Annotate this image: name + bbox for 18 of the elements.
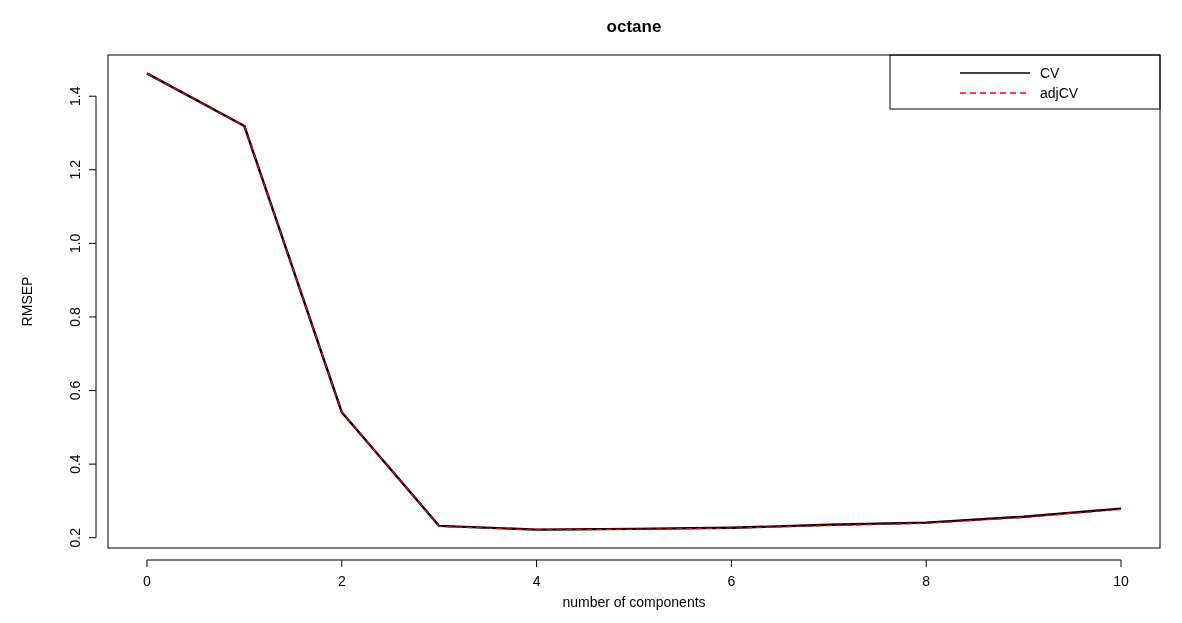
x-tick-label: 6 bbox=[727, 573, 736, 589]
y-tick-label: 1.0 bbox=[67, 233, 83, 254]
y-tick-label: 0.6 bbox=[67, 380, 83, 401]
x-axis-title: number of components bbox=[562, 594, 706, 610]
x-tick-label: 8 bbox=[922, 573, 931, 589]
y-tick-label: 1.4 bbox=[67, 86, 83, 106]
y-tick-label: 0.2 bbox=[67, 527, 83, 548]
legend-label: CV bbox=[1040, 65, 1061, 81]
y-axis-title: RMSEP bbox=[19, 276, 35, 327]
x-tick-label: 10 bbox=[1113, 573, 1130, 589]
y-tick-label: 0.4 bbox=[67, 454, 83, 474]
y-tick-label: 0.8 bbox=[67, 307, 83, 327]
x-tick-label: 0 bbox=[143, 573, 152, 589]
y-tick-label: 1.2 bbox=[67, 159, 83, 180]
chart-title: octane bbox=[606, 17, 662, 36]
legend-label: adjCV bbox=[1040, 85, 1079, 101]
x-tick-label: 4 bbox=[532, 573, 541, 589]
x-tick-label: 2 bbox=[337, 573, 346, 589]
